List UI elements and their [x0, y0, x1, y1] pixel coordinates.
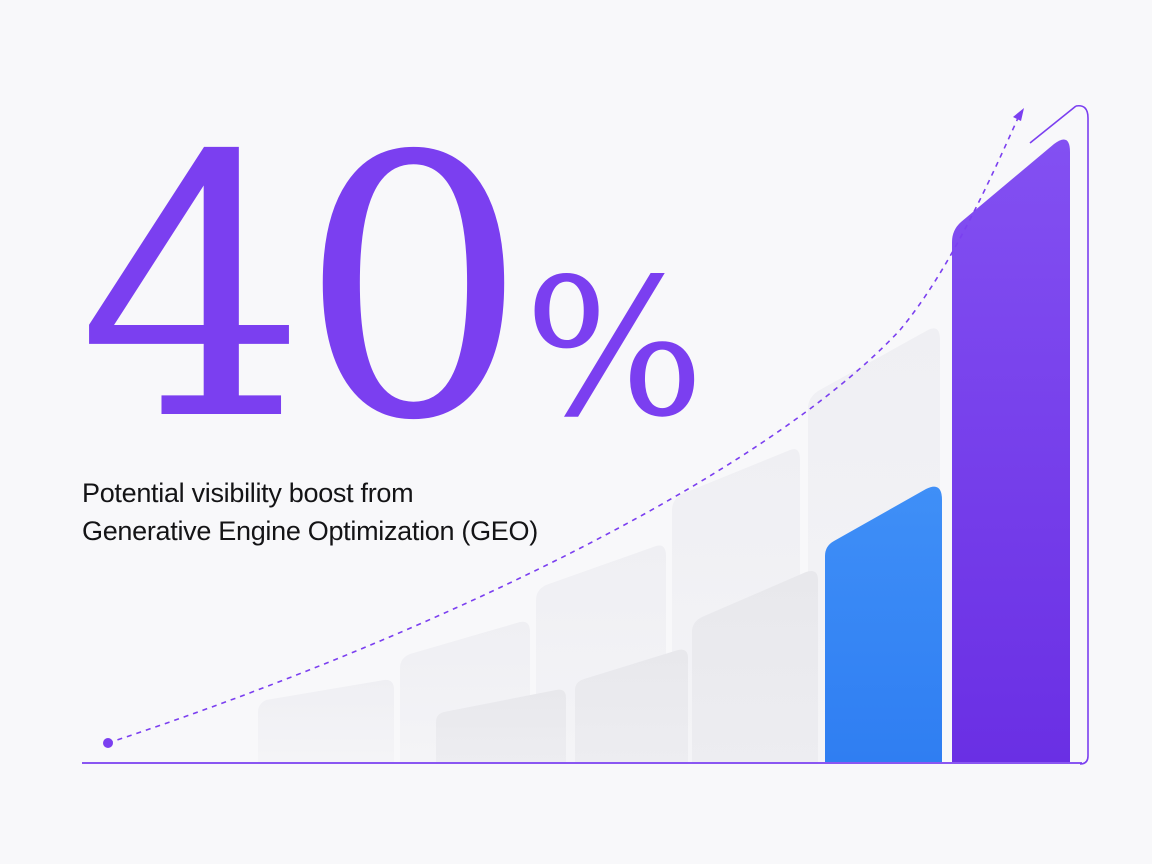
headline-caption: Potential visibility boost from Generati…	[82, 474, 538, 550]
ghost-bars-front	[436, 571, 818, 762]
trend-arrow-icon	[1013, 108, 1024, 121]
ghost-bar	[436, 689, 566, 762]
blue-bar	[825, 486, 942, 762]
caption-line-1: Potential visibility boost from	[82, 478, 414, 508]
caption-line-2: Generative Engine Optimization (GEO)	[82, 516, 538, 546]
ghost-bar	[575, 649, 688, 762]
purple-bar	[952, 139, 1070, 762]
headline-number: 40	[78, 80, 528, 499]
trend-line	[107, 117, 1019, 744]
trend-start-dot	[103, 738, 113, 748]
purple-bar-outline	[1075, 104, 1089, 765]
ghost-bar	[258, 679, 394, 762]
headline-percent-sign: %	[524, 238, 705, 459]
headline-stat: 40%	[78, 110, 705, 470]
purple-bar-outline-top	[1029, 105, 1077, 144]
ghost-bar	[692, 571, 818, 762]
